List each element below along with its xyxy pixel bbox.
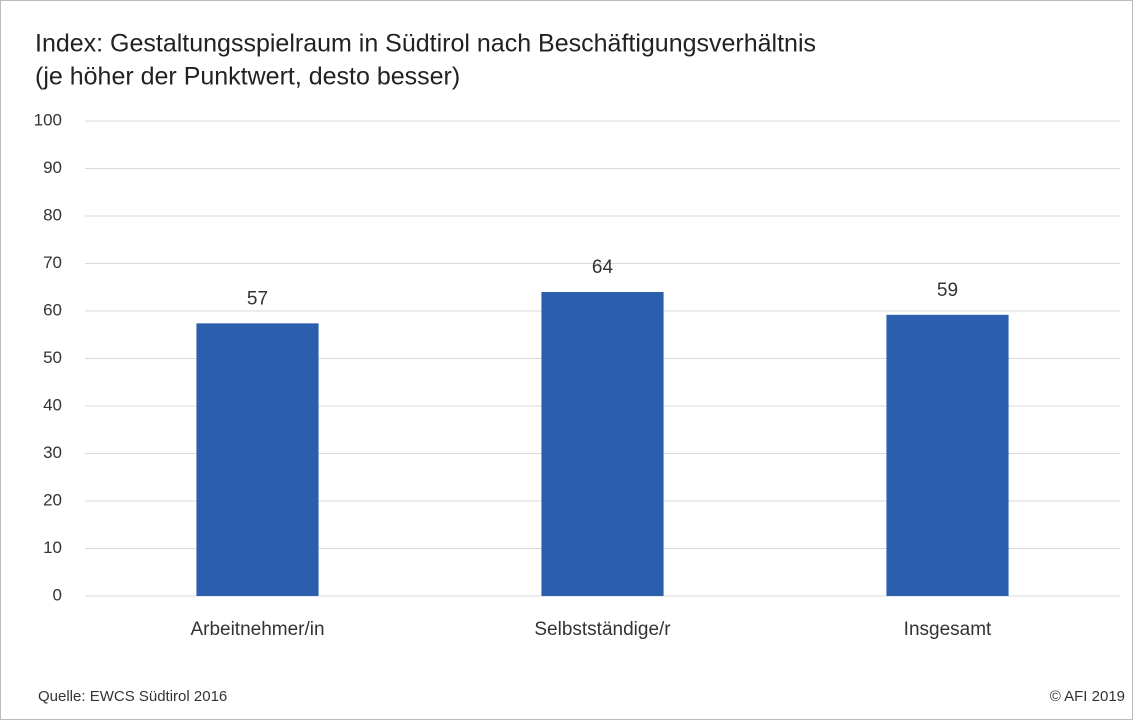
- value-label: 59: [937, 280, 958, 301]
- copyright: © AFI 2019: [1050, 688, 1125, 705]
- chart-title: Index: Gestaltungsspielraum in Südtirol …: [35, 30, 816, 58]
- y-tick-label: 30: [43, 443, 62, 462]
- bar: [541, 292, 664, 596]
- bar: [196, 323, 319, 596]
- bar: [886, 314, 1009, 596]
- y-tick-label: 40: [43, 395, 62, 414]
- x-tick-label: Arbeitnehmer/in: [190, 619, 324, 640]
- y-tick-label: 10: [43, 538, 62, 557]
- y-tick-label: 60: [43, 300, 62, 319]
- value-label: 64: [592, 257, 614, 278]
- chart-subtitle: (je höher der Punktwert, desto besser): [35, 63, 460, 91]
- y-tick-label: 90: [43, 158, 62, 177]
- y-tick-label: 100: [34, 110, 62, 129]
- y-tick-label: 50: [43, 348, 62, 367]
- value-label: 57: [247, 288, 268, 309]
- y-tick-label: 0: [53, 585, 62, 604]
- x-tick-label: Selbstständige/r: [534, 619, 671, 640]
- y-tick-label: 20: [43, 490, 62, 509]
- y-tick-label: 80: [43, 205, 62, 224]
- source: Quelle: EWCS Südtirol 2016: [38, 688, 227, 705]
- y-tick-label: 70: [43, 253, 62, 272]
- x-tick-label: Insgesamt: [904, 619, 992, 640]
